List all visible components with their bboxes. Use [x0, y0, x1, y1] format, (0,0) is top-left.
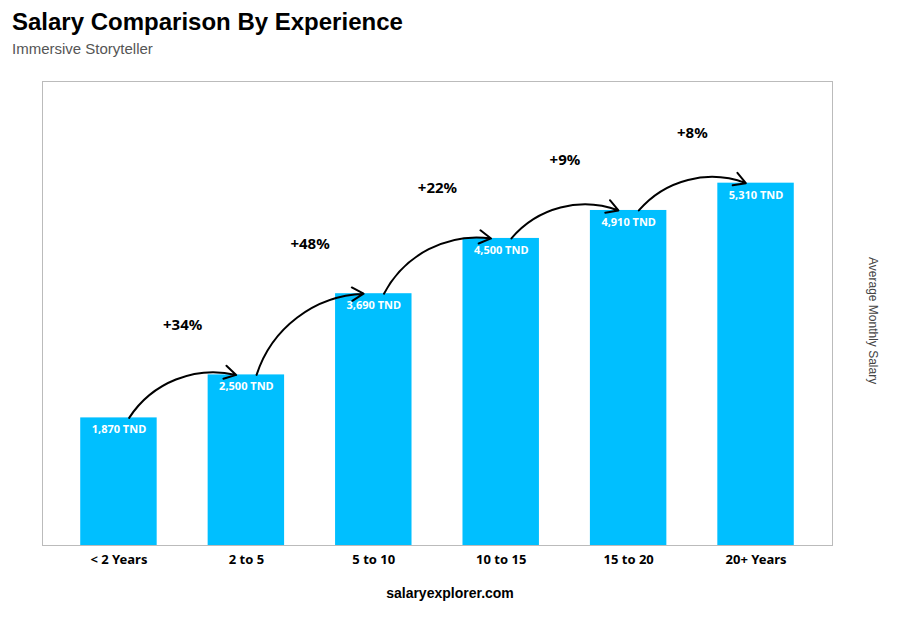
- svg-text:+8%: +8%: [677, 122, 708, 142]
- svg-text:5 to 10: 5 to 10: [352, 550, 395, 568]
- svg-text:4,910 TND: 4,910 TND: [601, 214, 656, 229]
- html-text:Average Monthly Salary: Average Monthly Salary: [866, 257, 880, 385]
- svg-text:< 2 Years: < 2 Years: [90, 550, 147, 568]
- svg-text:+9%: +9%: [550, 149, 581, 169]
- svg-text:+48%: +48%: [290, 233, 330, 253]
- svg-text:4,500 TND: 4,500 TND: [474, 242, 529, 257]
- svg-text:3,690 TND: 3,690 TND: [346, 297, 401, 313]
- svg-text:1,870 TND: 1,870 TND: [92, 421, 147, 436]
- svg-text:10 to 15: 10 to 15: [476, 550, 526, 568]
- svg-text:+34%: +34%: [163, 314, 203, 334]
- svg-text:5,310 TND: 5,310 TND: [729, 187, 784, 202]
- svg-text:2,500 TND: 2,500 TND: [219, 378, 274, 393]
- svg-text:15 to 20: 15 to 20: [603, 550, 653, 568]
- svg-text:20+ Years: 20+ Years: [726, 550, 787, 568]
- html-text:salaryexplorer.com: salaryexplorer.com: [386, 585, 514, 601]
- svg-text:+22%: +22%: [418, 177, 458, 197]
- html-text:Salary Comparison By Experienc: Salary Comparison By Experience: [12, 8, 403, 35]
- html-text:Immersive Storyteller: Immersive Storyteller: [12, 40, 153, 57]
- svg-text:2 to 5: 2 to 5: [229, 550, 264, 568]
